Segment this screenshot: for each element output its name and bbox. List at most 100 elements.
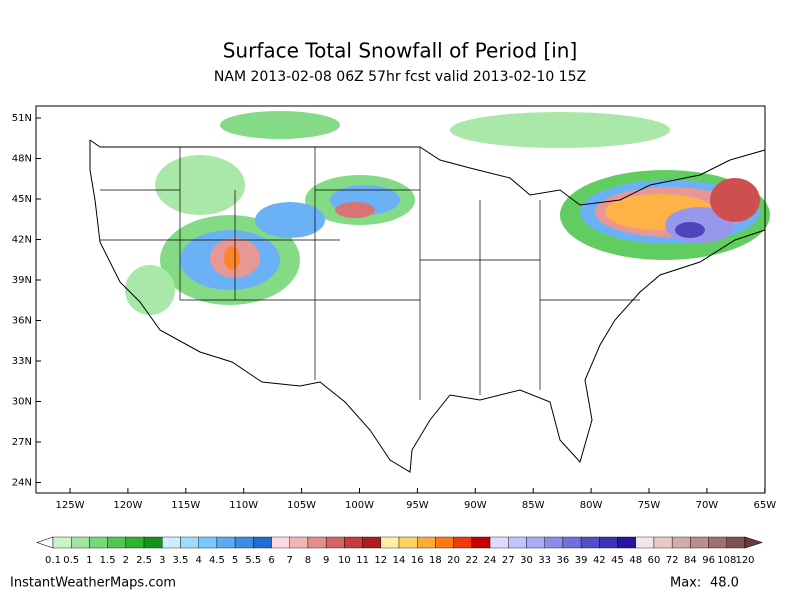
over-arrow: [744, 536, 763, 549]
colorbar-label: 16: [411, 555, 424, 566]
color-swatch: [489, 536, 509, 549]
color-swatch: [307, 536, 327, 549]
lat-label: 48N: [12, 154, 32, 165]
max-value: 48.0: [710, 576, 739, 591]
color-swatch: [417, 536, 436, 549]
colorbar-label: 96: [702, 555, 715, 566]
color-swatch: [690, 536, 709, 549]
color-swatch: [562, 536, 582, 549]
lon-label: 105W: [287, 500, 316, 511]
lon-label: 100W: [345, 500, 374, 511]
colorbar-label: 11: [356, 555, 369, 566]
colorbar-label: 20: [447, 555, 460, 566]
color-swatch: [398, 536, 418, 549]
color-swatch: [671, 536, 691, 549]
lat-label: 36N: [12, 316, 32, 327]
color-swatch: [653, 536, 673, 549]
color-swatch: [289, 536, 309, 549]
color-swatch: [107, 536, 127, 549]
colorbar-label: 24: [484, 555, 497, 566]
colorbar-label: 12: [374, 555, 387, 566]
lon-label: 95W: [406, 500, 429, 511]
color-swatch: [380, 536, 400, 549]
lat-label: 45N: [12, 194, 32, 205]
colorbar-label: 48: [629, 555, 642, 566]
lon-label: 85W: [522, 500, 545, 511]
color-swatch: [162, 536, 181, 549]
color-swatch: [89, 536, 108, 549]
colorbar-label: 2: [123, 555, 129, 566]
colorbar-label: 3.5: [173, 555, 189, 566]
color-swatch: [708, 536, 727, 549]
colorbar-label: 9: [323, 555, 329, 566]
colorbar-label: 3: [159, 555, 165, 566]
color-swatch: [635, 536, 655, 549]
colorbar-label: 14: [393, 555, 406, 566]
lat-label: 51N: [12, 113, 32, 124]
lat-label: 24N: [12, 478, 32, 489]
colorbar-label: 22: [465, 555, 478, 566]
lon-label: 120W: [113, 500, 142, 511]
lon-label: 80W: [580, 500, 603, 511]
color-swatch: [198, 536, 218, 549]
colorbar-label: 4.5: [209, 555, 225, 566]
color-swatch: [617, 536, 636, 549]
colorbar-label: 45: [611, 555, 624, 566]
color-swatch: [344, 536, 363, 549]
under-arrow: [36, 536, 54, 549]
color-swatch: [362, 536, 381, 549]
colorbar-label: 6: [268, 555, 274, 566]
color-swatch: [435, 536, 454, 549]
color-swatch: [508, 536, 527, 549]
color-swatch: [71, 536, 90, 549]
colorbar-label: 5: [232, 555, 238, 566]
color-swatch: [453, 536, 473, 549]
lon-label: 90W: [464, 500, 487, 511]
colorbar-label: 4: [195, 555, 201, 566]
color-swatch: [143, 536, 163, 549]
colorbar-label: 36: [557, 555, 570, 566]
colorbar-label: 1: [86, 555, 92, 566]
colorbar-label: 108: [717, 555, 736, 566]
lat-label: 33N: [12, 356, 32, 367]
lon-label: 70W: [696, 500, 719, 511]
color-swatch: [125, 536, 145, 549]
colorbar-label: 72: [666, 555, 679, 566]
title: Surface Total Snowfall of Period [in]: [223, 39, 578, 63]
colorbar-label: 120: [735, 555, 754, 566]
colorbar: 0.1 0.5 1 1.5 2 2.5 3 3.5 4 4.5 5 5.5 6 7 8 9 10 11 12 14 16…: [36, 536, 763, 566]
colorbar-label: 0.1: [45, 555, 61, 566]
color-swatch: [216, 536, 236, 549]
map: 51N 48N 45N 42N 39N 36N 33N 30N 27N 24N 125W 120W 11…: [12, 105, 776, 511]
colorbar-label: 5.5: [245, 555, 261, 566]
lon-label: 75W: [638, 500, 661, 511]
subtitle: NAM 2013-02-08 06Z 57hr fcst valid 2013-…: [214, 69, 586, 85]
colorbar-label: 18: [429, 555, 442, 566]
site: InstantWeatherMaps.com: [10, 576, 176, 591]
colorbar-label: 27: [502, 555, 515, 566]
max-label: Max:: [670, 576, 701, 591]
color-swatch: [471, 536, 491, 549]
color-swatch: [180, 536, 199, 549]
color-swatch: [599, 536, 618, 549]
colorbar-label: 1.5: [100, 555, 116, 566]
lon-label: 125W: [56, 500, 85, 511]
colorbar-label: 10: [338, 555, 351, 566]
colorbar-label: 0.5: [63, 555, 79, 566]
color-swatch: [253, 536, 272, 549]
colorbar-label: 2.5: [136, 555, 152, 566]
color-swatch: [52, 536, 72, 549]
colorbar-label: 8: [305, 555, 311, 566]
lon-label: 65W: [753, 500, 776, 511]
color-swatch: [234, 536, 254, 549]
color-swatch: [526, 536, 545, 549]
color-swatch: [580, 536, 600, 549]
colorbar-label: 7: [287, 555, 293, 566]
lat-label: 27N: [12, 437, 32, 448]
color-swatch: [726, 536, 746, 549]
colorbar-label: 33: [538, 555, 551, 566]
color-swatch: [544, 536, 564, 549]
colorbar-label: 30: [520, 555, 533, 566]
colorbar-label: 84: [684, 555, 697, 566]
